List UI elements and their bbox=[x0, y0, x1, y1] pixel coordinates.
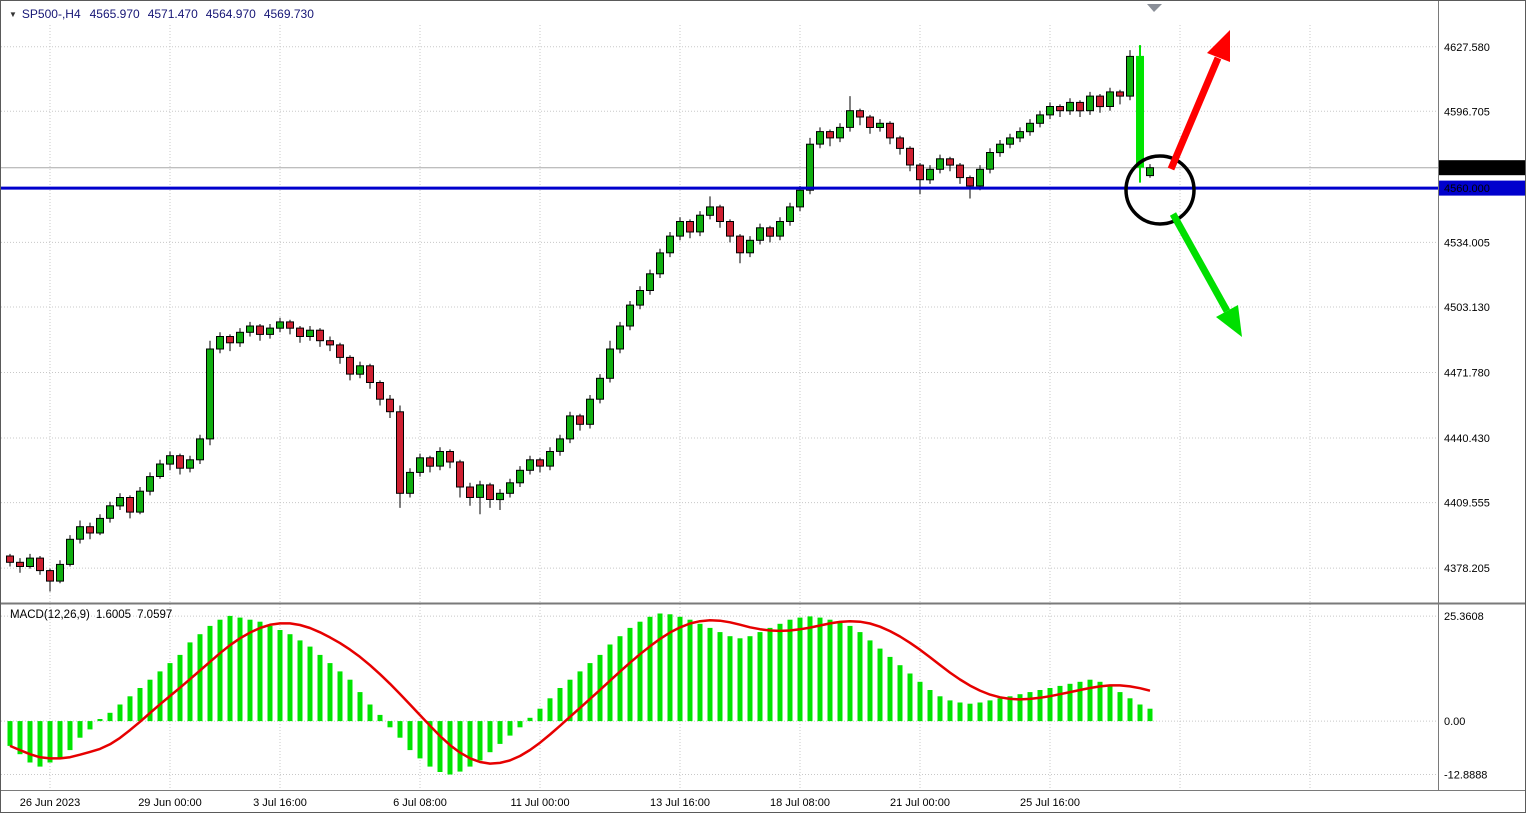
price-axis[interactable]: 4627.580 4596.705 4534.005 4503.130 4471.780… bbox=[1444, 42, 1490, 782]
svg-text:4569.730: 4569.730 bbox=[1444, 163, 1490, 175]
price-tick-label: 4627.580 bbox=[1444, 42, 1490, 54]
macd-signal-value: 7.0597 bbox=[137, 609, 173, 621]
time-tick-label: 18 Jul 08:00 bbox=[770, 797, 830, 809]
time-tick-label: 11 Jul 00:00 bbox=[510, 797, 569, 809]
price-tick-label: 4596.705 bbox=[1444, 106, 1490, 118]
time-tick-label: 6 Jul 08:00 bbox=[393, 797, 447, 809]
time-axis[interactable]: 26 Jun 2023 29 Jun 00:00 3 Jul 16:00 6 Jul … bbox=[20, 797, 1080, 809]
macd-tick-label: 0.00 bbox=[1444, 716, 1465, 728]
time-tick-label: 29 Jun 00:00 bbox=[138, 797, 202, 809]
candlestick-series bbox=[6, 45, 1154, 592]
ohlc-open-value: 4565.970 bbox=[89, 7, 140, 21]
annotation-circle[interactable] bbox=[1124, 154, 1196, 226]
price-tick-label: 4471.780 bbox=[1444, 368, 1490, 380]
price-tick-label: 4409.555 bbox=[1444, 498, 1490, 510]
time-tick-label: 13 Jul 16:00 bbox=[650, 797, 710, 809]
price-tick-label: 4378.205 bbox=[1444, 563, 1490, 575]
macd-name: MACD(12,26,9) bbox=[10, 609, 90, 621]
trend-arrow-down[interactable] bbox=[1169, 212, 1242, 337]
price-tag-hline: 4560.000 bbox=[1439, 180, 1525, 196]
macd-histogram bbox=[7, 613, 1153, 775]
macd-tick-label: -12.8888 bbox=[1444, 770, 1487, 782]
macd-main-value: 1.6005 bbox=[95, 609, 132, 621]
chart-header: ▼ SP500-,H4 4565.970 4571.470 4564.970 4569.7… bbox=[9, 7, 322, 21]
time-tick-label: 21 Jul 00:00 bbox=[890, 797, 950, 809]
macd-indicator-label: MACD(12,26,9) 1.6005 7.0597 bbox=[10, 609, 178, 621]
scroll-top-marker-icon[interactable] bbox=[1147, 4, 1162, 12]
macd-tick-label: 25.3608 bbox=[1444, 611, 1484, 623]
time-tick-label: 25 Jul 16:00 bbox=[1020, 797, 1080, 809]
macd-signal-line bbox=[9, 619, 1151, 765]
price-tick-label: 4534.005 bbox=[1444, 237, 1490, 249]
ohlc-close-value: 4569.730 bbox=[263, 7, 314, 21]
ohlc-low-value: 4564.970 bbox=[205, 7, 256, 21]
ohlc-high-value: 4571.470 bbox=[147, 7, 198, 21]
symbol-dropdown-icon[interactable]: ▼ bbox=[9, 10, 17, 19]
symbol-period-label: SP500-,H4 bbox=[21, 7, 81, 21]
trend-arrow-up[interactable] bbox=[1167, 30, 1230, 171]
svg-text:4560.000: 4560.000 bbox=[1444, 183, 1490, 195]
price-tick-label: 4440.430 bbox=[1444, 433, 1490, 445]
price-tick-label: 4503.130 bbox=[1444, 302, 1490, 314]
price-tag-current: 4569.730 bbox=[1439, 160, 1525, 176]
time-tick-label: 3 Jul 16:00 bbox=[253, 797, 307, 809]
time-tick-label: 26 Jun 2023 bbox=[20, 797, 81, 809]
